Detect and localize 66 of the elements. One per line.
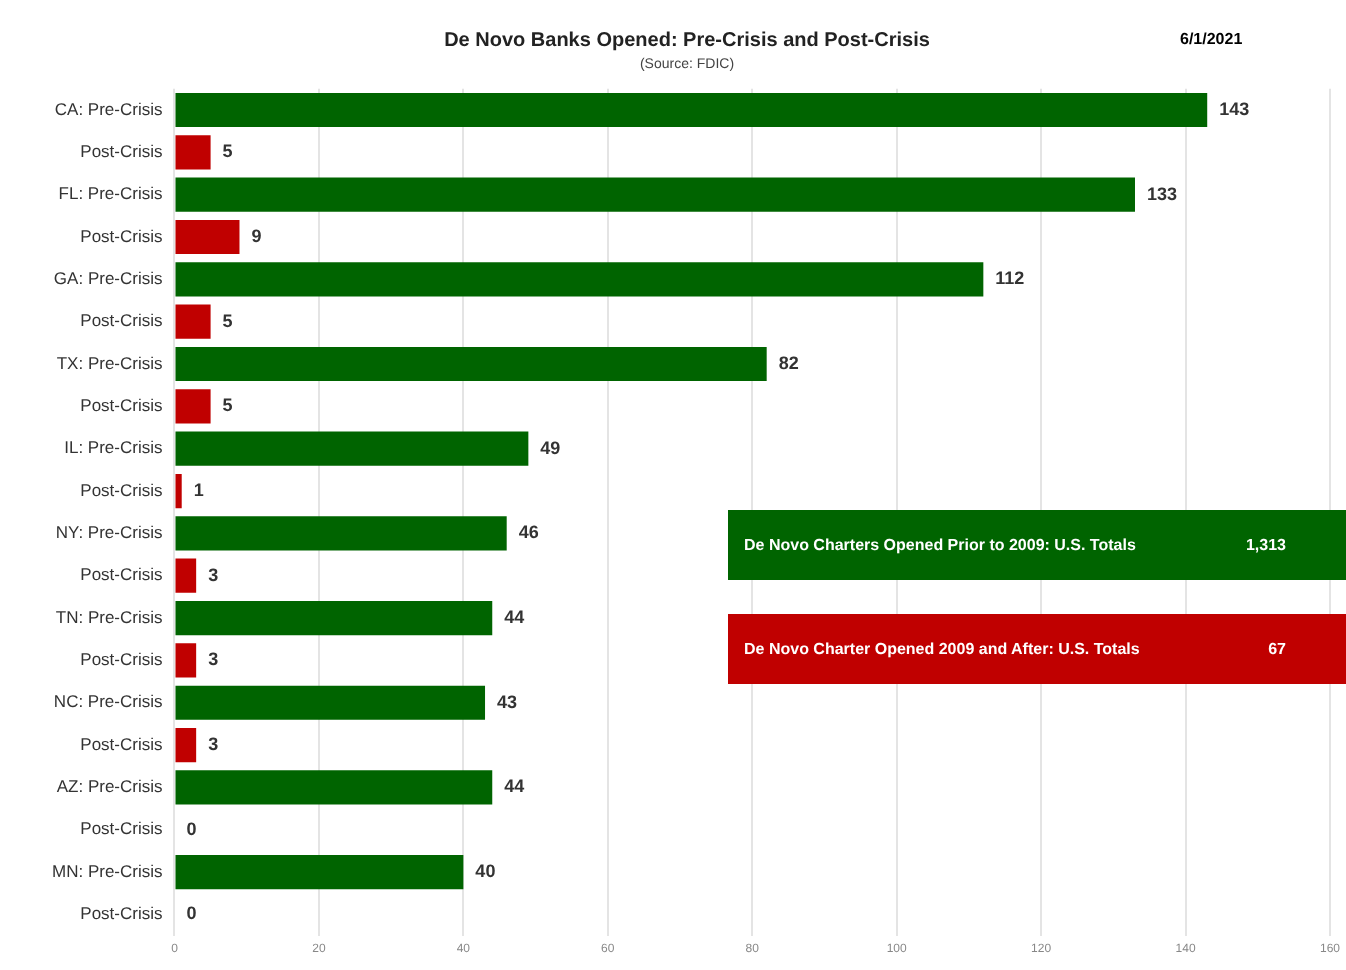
y-tick-label: Post-Crisis: [80, 395, 163, 416]
data-label: 5: [222, 310, 233, 331]
bar: [175, 262, 984, 297]
annotation: De Novo Charters Opened Prior to 2009: U.S. Totals: [744, 536, 1136, 554]
bar: [175, 855, 464, 890]
y-tick-label: GA: Pre-Crisis: [53, 268, 163, 289]
data-label: 46: [518, 522, 539, 543]
chart-title: De Novo Banks Opened: Pre-Crisis and Post-Crisis: [444, 29, 931, 52]
y-tick-label: FL: Pre-Crisis: [58, 183, 163, 204]
data-label: 44: [504, 607, 525, 628]
data-label: 9: [251, 225, 262, 246]
annotation: De Novo Charter Opened 2009 and After: U.S. Totals: [744, 640, 1140, 658]
bar: [175, 770, 493, 805]
y-tick-label: Post-Crisis: [80, 564, 163, 585]
y-tick-label: Post-Crisis: [80, 733, 163, 754]
caption-panel: De Novo Charters Opened Prior to 2009: U.S. Totals 1,313: [728, 510, 1346, 580]
y-tick-label: Post-Crisis: [80, 225, 163, 246]
bar: [175, 431, 529, 466]
y-tick-label: NY: Pre-Crisis: [55, 522, 163, 543]
y-tick-label: TN: Pre-Crisis: [55, 606, 163, 627]
y-tick-label: IL: Pre-Crisis: [64, 437, 163, 458]
y-tick-label: Post-Crisis: [80, 903, 163, 924]
y-tick-label: Post-Crisis: [80, 818, 163, 839]
bar: [175, 346, 767, 382]
data-label: 3: [208, 649, 219, 670]
data-label: 5: [222, 395, 233, 416]
bar: [175, 558, 197, 593]
data-label: 5: [222, 141, 233, 162]
bar: [175, 685, 486, 720]
annotation: 67: [1268, 640, 1286, 658]
data-label: 82: [778, 352, 799, 373]
data-label: 43: [497, 691, 518, 712]
data-label: 0: [186, 818, 197, 839]
data-label: 3: [208, 564, 219, 585]
data-label: 143: [1219, 98, 1250, 119]
data-label: 1: [193, 480, 204, 500]
data-label: 133: [1147, 183, 1178, 204]
data-label: 49: [540, 437, 561, 458]
bar: [175, 473, 182, 509]
bar: [175, 389, 211, 424]
bar: [175, 304, 211, 339]
data-label: 44: [504, 776, 525, 797]
bar: [175, 219, 240, 255]
caption-panel: De Novo Charter Opened 2009 and After: U.S. Totals 67: [728, 614, 1346, 684]
bar: [175, 727, 197, 763]
y-tick-label: TX: Pre-Crisis: [56, 352, 163, 373]
data-label: 0: [186, 903, 197, 924]
y-tick-label: Post-Crisis: [80, 141, 163, 161]
bar: [175, 92, 1208, 128]
y-tick-label: AZ: Pre-Crisis: [56, 776, 163, 797]
y-tick-label: MN: Pre-Crisis: [51, 860, 163, 881]
bar: [175, 177, 1135, 212]
y-tick-label: Post-Crisis: [80, 310, 163, 331]
bar: [175, 643, 197, 678]
annotation: 1,313: [1245, 536, 1286, 554]
y-tick-label: Post-Crisis: [80, 479, 163, 500]
bar: [175, 135, 211, 170]
data-label: 40: [475, 861, 496, 882]
y-tick-label: Post-Crisis: [80, 649, 163, 670]
data-label: 112: [995, 268, 1025, 289]
bar: [175, 600, 493, 636]
data-label: 3: [208, 734, 219, 755]
text: 6/1/2021: [1180, 30, 1243, 48]
y-tick-label: CA: Pre-Crisis: [54, 98, 163, 119]
bar: [175, 516, 507, 551]
y-tick-label: NC: Pre-Crisis: [53, 691, 163, 712]
